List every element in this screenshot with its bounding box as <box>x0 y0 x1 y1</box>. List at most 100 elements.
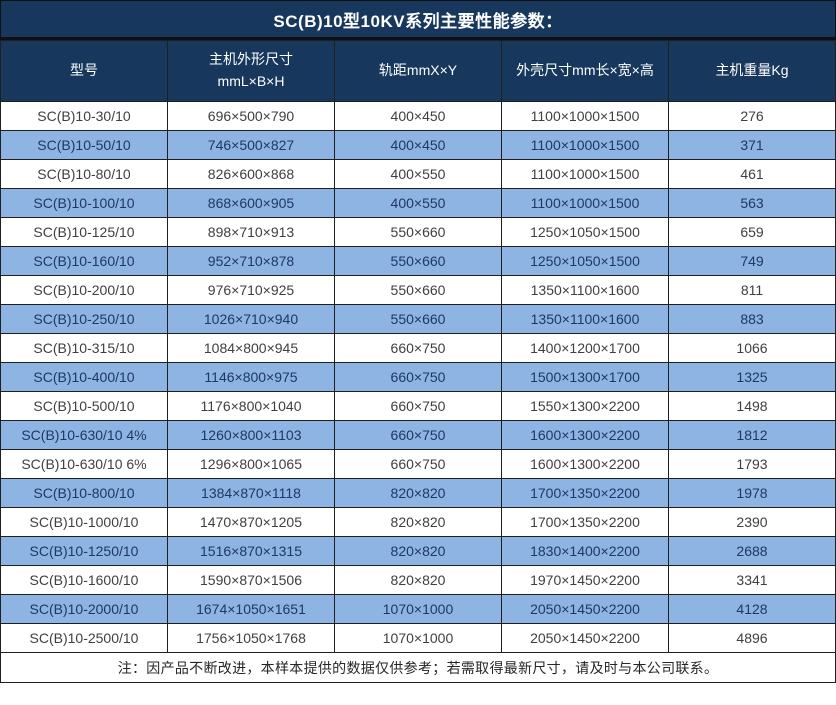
cell-main-dimensions: 1260×800×1103 <box>167 420 335 450</box>
column-header-3: 外壳尺寸mm长×宽×高 <box>501 40 669 102</box>
spec-table: 型号 主机外形尺寸 mmL×B×H 轨距mmX×Y 外壳尺寸mm长×宽×高 主机重量Kg… <box>0 40 836 683</box>
cell-main-dimensions: 976×710×925 <box>167 275 335 305</box>
cell-rail-gauge: 1070×1000 <box>334 594 502 624</box>
table-row: SC(B)10-800/10 1384×870×1118 820×820 1700×1… <box>0 478 836 508</box>
cell-rail-gauge: 660×750 <box>334 420 502 450</box>
cell-main-dimensions: 1674×1050×1651 <box>167 594 335 624</box>
cell-rail-gauge: 400×450 <box>334 130 502 160</box>
cell-weight: 811 <box>668 275 836 305</box>
column-header-0: 型号 <box>0 40 168 102</box>
cell-weight: 1812 <box>668 420 836 450</box>
cell-model: SC(B)10-800/10 <box>0 478 168 508</box>
cell-weight: 2390 <box>668 507 836 537</box>
footer-note: 注：因产品不断改进，本样本提供的数据仅供参考；若需取得最新尺寸，请及时与本公司联… <box>0 652 836 683</box>
table-header-row: 型号 主机外形尺寸 mmL×B×H 轨距mmX×Y 外壳尺寸mm长×宽×高 主机重量Kg <box>0 40 836 102</box>
cell-rail-gauge: 550×660 <box>334 246 502 276</box>
cell-shell-dimensions: 2050×1450×2200 <box>501 594 669 624</box>
cell-main-dimensions: 826×600×868 <box>167 159 335 189</box>
cell-shell-dimensions: 1100×1000×1500 <box>501 159 669 189</box>
cell-weight: 2688 <box>668 536 836 566</box>
cell-weight: 1325 <box>668 362 836 392</box>
table-row: SC(B)10-315/10 1084×800×945 660×750 1400×12… <box>0 333 836 363</box>
table-row: SC(B)10-250/10 1026×710×940 550×660 1350×11… <box>0 304 836 334</box>
cell-weight: 1978 <box>668 478 836 508</box>
cell-model: SC(B)10-50/10 <box>0 130 168 160</box>
column-header-1: 主机外形尺寸 mmL×B×H <box>167 40 335 102</box>
cell-shell-dimensions: 1250×1050×1500 <box>501 217 669 247</box>
cell-model: SC(B)10-2500/10 <box>0 623 168 653</box>
cell-model: SC(B)10-80/10 <box>0 159 168 189</box>
cell-shell-dimensions: 1700×1350×2200 <box>501 507 669 537</box>
cell-shell-dimensions: 1970×1450×2200 <box>501 565 669 595</box>
cell-main-dimensions: 1146×800×975 <box>167 362 335 392</box>
table-row: SC(B)10-2500/10 1756×1050×1768 1070×1000 20… <box>0 623 836 653</box>
cell-shell-dimensions: 1500×1300×1700 <box>501 362 669 392</box>
cell-main-dimensions: 696×500×790 <box>167 101 335 131</box>
cell-main-dimensions: 952×710×878 <box>167 246 335 276</box>
cell-rail-gauge: 400×550 <box>334 159 502 189</box>
cell-weight: 4128 <box>668 594 836 624</box>
cell-shell-dimensions: 1600×1300×2200 <box>501 449 669 479</box>
column-header-4: 主机重量Kg <box>668 40 836 102</box>
cell-model: SC(B)10-30/10 <box>0 101 168 131</box>
cell-main-dimensions: 1516×870×1315 <box>167 536 335 566</box>
cell-shell-dimensions: 1100×1000×1500 <box>501 101 669 131</box>
cell-model: SC(B)10-2000/10 <box>0 594 168 624</box>
cell-shell-dimensions: 1700×1350×2200 <box>501 478 669 508</box>
cell-shell-dimensions: 1350×1100×1600 <box>501 304 669 334</box>
cell-weight: 3341 <box>668 565 836 595</box>
cell-weight: 4896 <box>668 623 836 653</box>
cell-main-dimensions: 1384×870×1118 <box>167 478 335 508</box>
table-row: SC(B)10-1000/10 1470×870×1205 820×820 1700×… <box>0 507 836 537</box>
cell-rail-gauge: 660×750 <box>334 391 502 421</box>
cell-rail-gauge: 550×660 <box>334 304 502 334</box>
cell-main-dimensions: 1296×800×1065 <box>167 449 335 479</box>
cell-main-dimensions: 1176×800×1040 <box>167 391 335 421</box>
cell-rail-gauge: 660×750 <box>334 449 502 479</box>
table-row: SC(B)10-125/10 898×710×913 550×660 1250×105… <box>0 217 836 247</box>
cell-weight: 883 <box>668 304 836 334</box>
cell-shell-dimensions: 1550×1300×2200 <box>501 391 669 421</box>
cell-weight: 563 <box>668 188 836 218</box>
table-row: SC(B)10-630/10 4% 1260×800×1103 660×750 160… <box>0 420 836 450</box>
cell-weight: 276 <box>668 101 836 131</box>
cell-rail-gauge: 400×450 <box>334 101 502 131</box>
cell-main-dimensions: 1590×870×1506 <box>167 565 335 595</box>
cell-main-dimensions: 868×600×905 <box>167 188 335 218</box>
table-row: SC(B)10-2000/10 1674×1050×1651 1070×1000 20… <box>0 594 836 624</box>
cell-model: SC(B)10-400/10 <box>0 362 168 392</box>
cell-main-dimensions: 746×500×827 <box>167 130 335 160</box>
cell-shell-dimensions: 2050×1450×2200 <box>501 623 669 653</box>
cell-model: SC(B)10-125/10 <box>0 217 168 247</box>
table-title: SC(B)10型10KV系列主要性能参数： <box>0 0 836 40</box>
cell-weight: 1066 <box>668 333 836 363</box>
cell-weight: 1498 <box>668 391 836 421</box>
cell-model: SC(B)10-500/10 <box>0 391 168 421</box>
cell-weight: 461 <box>668 159 836 189</box>
table-row: SC(B)10-1250/10 1516×870×1315 820×820 1830×… <box>0 536 836 566</box>
table-row: SC(B)10-100/10 868×600×905 400×550 1100×100… <box>0 188 836 218</box>
cell-rail-gauge: 660×750 <box>334 362 502 392</box>
cell-rail-gauge: 820×820 <box>334 565 502 595</box>
cell-shell-dimensions: 1100×1000×1500 <box>501 188 669 218</box>
cell-rail-gauge: 550×660 <box>334 275 502 305</box>
cell-shell-dimensions: 1250×1050×1500 <box>501 246 669 276</box>
table-row: SC(B)10-200/10 976×710×925 550×660 1350×110… <box>0 275 836 305</box>
table-row: SC(B)10-500/10 1176×800×1040 660×750 1550×1… <box>0 391 836 421</box>
table-row: SC(B)10-630/10 6% 1296×800×1065 660×750 160… <box>0 449 836 479</box>
cell-shell-dimensions: 1350×1100×1600 <box>501 275 669 305</box>
cell-rail-gauge: 820×820 <box>334 478 502 508</box>
cell-model: SC(B)10-200/10 <box>0 275 168 305</box>
cell-model: SC(B)10-100/10 <box>0 188 168 218</box>
footer-note-row: 注：因产品不断改进，本样本提供的数据仅供参考；若需取得最新尺寸，请及时与本公司联… <box>0 652 836 683</box>
cell-model: SC(B)10-1600/10 <box>0 565 168 595</box>
cell-rail-gauge: 400×550 <box>334 188 502 218</box>
cell-main-dimensions: 898×710×913 <box>167 217 335 247</box>
cell-model: SC(B)10-630/10 6% <box>0 449 168 479</box>
cell-shell-dimensions: 1830×1400×2200 <box>501 536 669 566</box>
cell-model: SC(B)10-160/10 <box>0 246 168 276</box>
table-row: SC(B)10-80/10 826×600×868 400×550 1100×1000… <box>0 159 836 189</box>
cell-main-dimensions: 1026×710×940 <box>167 304 335 334</box>
table-row: SC(B)10-400/10 1146×800×975 660×750 1500×13… <box>0 362 836 392</box>
cell-rail-gauge: 550×660 <box>334 217 502 247</box>
